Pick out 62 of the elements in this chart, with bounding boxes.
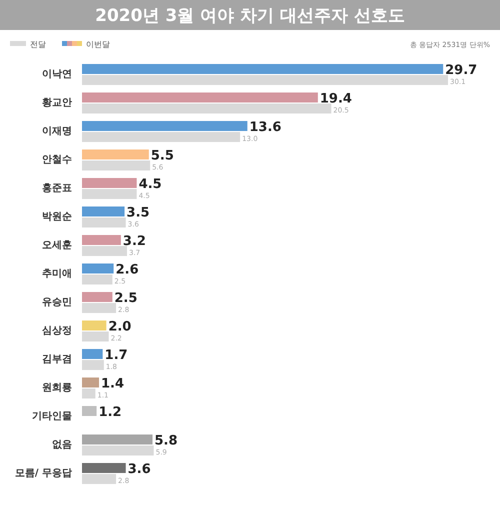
bar bbox=[82, 92, 318, 102]
bar bbox=[82, 406, 97, 416]
bar bbox=[82, 189, 137, 199]
data-label: 2.5 bbox=[114, 291, 138, 306]
bar bbox=[82, 292, 112, 302]
bar bbox=[82, 235, 121, 245]
y-tick-label: 심상정 bbox=[42, 326, 72, 336]
y-tick-label: 없음 bbox=[52, 440, 72, 450]
bar bbox=[82, 434, 153, 444]
bar bbox=[82, 378, 100, 388]
bar bbox=[82, 160, 150, 170]
y-tick-label: 홍준표 bbox=[42, 183, 72, 194]
data-label: 1.4 bbox=[101, 376, 124, 392]
bar bbox=[82, 246, 127, 256]
data-label: 5.8 bbox=[154, 434, 178, 448]
data-label: 19.4 bbox=[320, 92, 352, 106]
y-tick-label: 이낙연 bbox=[42, 69, 72, 80]
y-tick-label: 원희룡 bbox=[42, 382, 72, 394]
data-label: 2.6 bbox=[116, 262, 139, 278]
bar bbox=[82, 178, 137, 188]
bar bbox=[82, 388, 96, 398]
bar bbox=[82, 75, 448, 85]
y-tick-label: 기타인물 bbox=[32, 411, 72, 422]
bar bbox=[82, 360, 104, 370]
y-tick-label: 황교안 bbox=[42, 98, 72, 108]
y-tick-label: 추미애 bbox=[42, 268, 72, 280]
y-tick-label: 안철수 bbox=[42, 154, 72, 166]
data-label: 2.0 bbox=[108, 320, 132, 334]
bar bbox=[82, 274, 112, 284]
data-label: 3.2 bbox=[122, 234, 146, 249]
bar bbox=[82, 446, 154, 456]
y-tick-label: 이재명 bbox=[42, 126, 72, 137]
bar bbox=[82, 218, 126, 228]
y-tick-label: 김부겸 bbox=[42, 354, 72, 365]
bar bbox=[82, 121, 248, 131]
bar bbox=[82, 132, 240, 142]
data-label: 3.6 bbox=[128, 462, 151, 477]
bar bbox=[82, 264, 114, 274]
data-label: 1.7 bbox=[104, 348, 128, 363]
bar bbox=[82, 64, 444, 74]
bar bbox=[82, 303, 116, 313]
legend-label: 이번달 bbox=[86, 40, 110, 49]
y-tick-label: 유승민 bbox=[42, 297, 72, 308]
data-label: 5.5 bbox=[150, 148, 174, 164]
bar bbox=[82, 104, 332, 114]
y-tick-label: 박원순 bbox=[42, 212, 72, 222]
data-label: 3.5 bbox=[126, 206, 150, 220]
data-label: 4.5 bbox=[138, 177, 162, 192]
data-label: 13.6 bbox=[249, 120, 282, 135]
data-label: 1.2 bbox=[98, 405, 122, 420]
bar bbox=[82, 150, 149, 160]
bar bbox=[82, 332, 109, 342]
chart-title: 2020년 3월 여야 차기 대선주자 선호도 bbox=[95, 6, 405, 26]
bar bbox=[82, 474, 116, 484]
y-tick-label: 오세훈 bbox=[42, 240, 72, 251]
data-label: 29.7 bbox=[445, 63, 478, 78]
bar bbox=[82, 320, 106, 330]
y-tick-label: 모름/ 무응답 bbox=[14, 468, 72, 479]
legend-label: 전달 bbox=[30, 40, 46, 49]
bar bbox=[82, 463, 126, 473]
bar bbox=[82, 206, 125, 216]
bar bbox=[82, 349, 103, 359]
